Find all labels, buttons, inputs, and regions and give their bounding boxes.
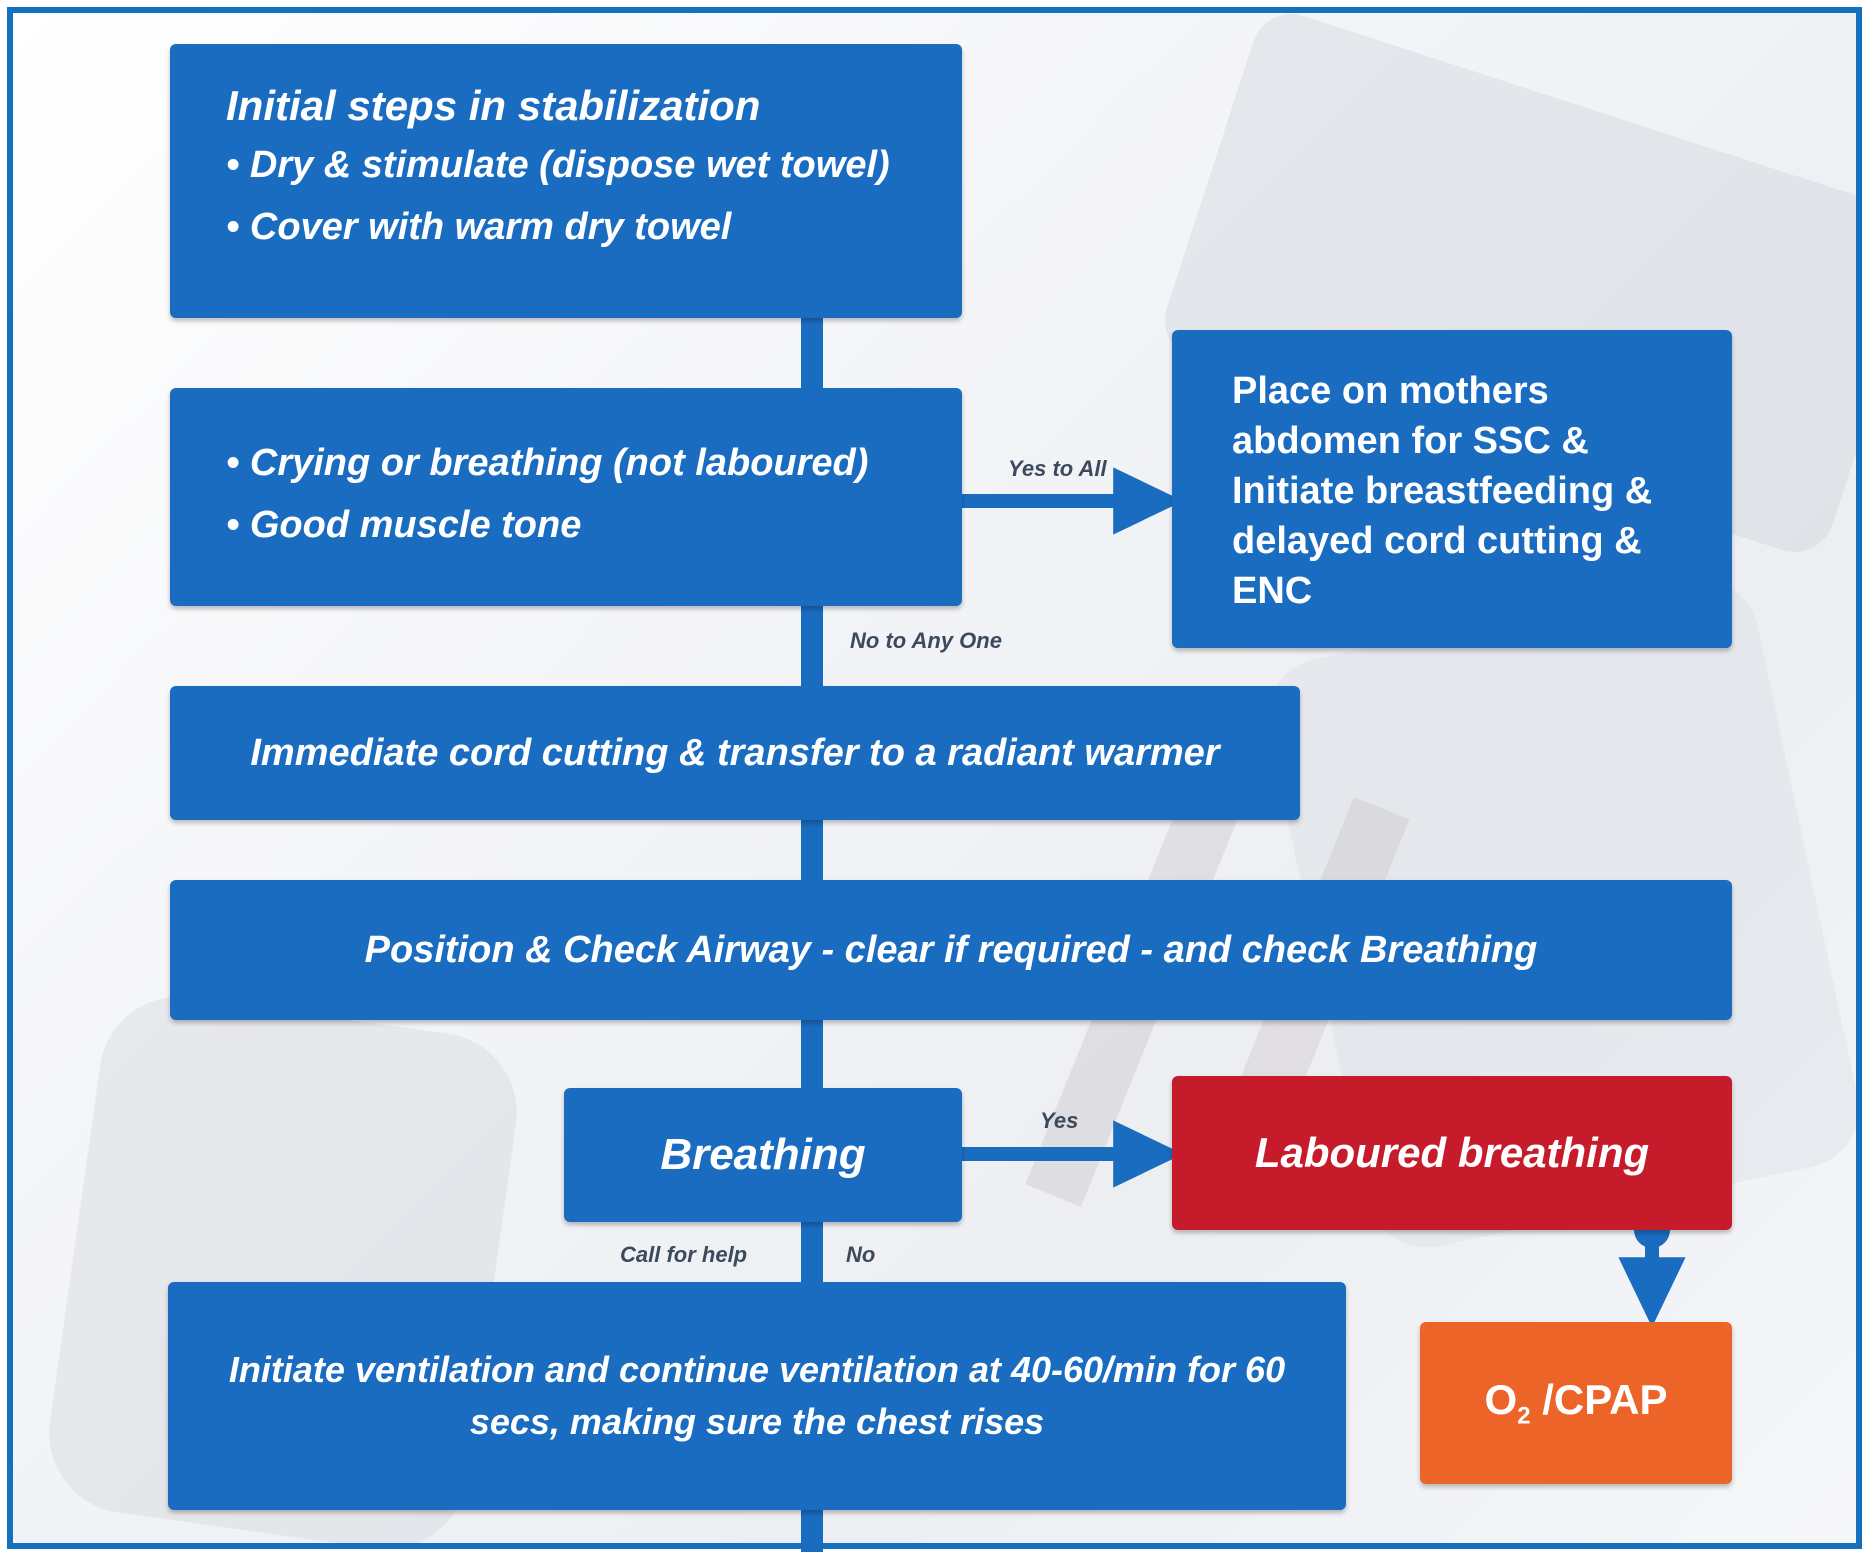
initial-steps-bullet: Cover with warm dry towel [226,196,962,258]
label-call-for-help: Call for help [620,1242,748,1267]
o2-cpap-text: O2 /CPAP [1484,1375,1668,1430]
mothers-abdomen-line: Place on mothers [1232,370,1549,412]
label-no-to-any-one: No to Any One [850,628,1002,653]
label-yes-to-all: Yes to All [1008,456,1107,481]
assessment-bullet: Good muscle tone [226,494,962,556]
assessment-box: Crying or breathing (not laboured) Good … [170,388,962,606]
mothers-abdomen-line: Initiate breastfeeding & [1232,470,1653,512]
position-airway-text: Position & Check Airway - clear if requi… [364,928,1538,971]
ventilation-text-line: Initiate ventilation and continue ventil… [228,1349,1286,1390]
mothers-abdomen-box: Place on mothers abdomen for SSC & Initi… [1172,330,1732,648]
o2-cpap-box: O2 /CPAP [1420,1322,1732,1484]
initial-steps-bullet: Dry & stimulate (dispose wet towel) [226,134,962,196]
ventilation-text-line: secs, making sure the chest rises [469,1401,1045,1442]
assessment-bullet: Crying or breathing (not laboured) [226,432,962,494]
cord-cutting-box: Immediate cord cutting & transfer to a r… [170,686,1300,820]
initial-steps-title: Initial steps in stabilization [226,82,761,129]
mothers-abdomen-line: delayed cord cutting & [1232,520,1642,562]
laboured-breathing-text: Laboured breathing [1254,1129,1650,1176]
label-no: No [846,1242,876,1267]
initial-steps-box: Initial steps in stabilization Dry & sti… [170,44,962,318]
mothers-abdomen-line: ENC [1232,570,1313,612]
cord-cutting-text: Immediate cord cutting & transfer to a r… [250,731,1220,774]
laboured-breathing-box: Laboured breathing [1172,1076,1732,1230]
breathing-box: Breathing [564,1088,962,1222]
breathing-text: Breathing [660,1130,866,1179]
ventilation-box: Initiate ventilation and continue ventil… [168,1282,1346,1510]
label-yes: Yes [1040,1108,1079,1133]
mothers-abdomen-line: abdomen for SSC & [1232,420,1589,462]
position-airway-box: Position & Check Airway - clear if requi… [170,880,1732,1020]
